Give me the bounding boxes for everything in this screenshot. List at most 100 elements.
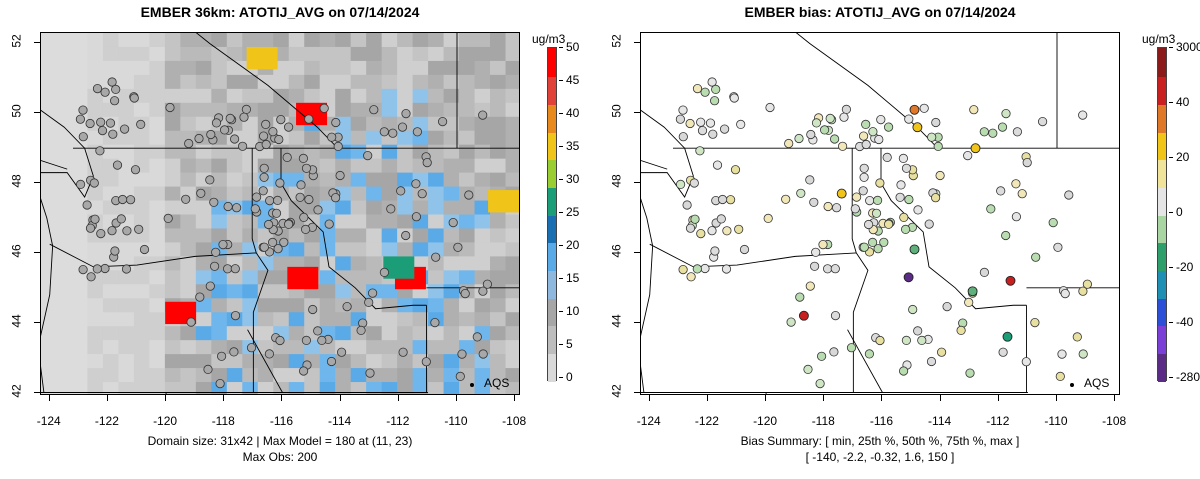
heatmap-cell [71, 242, 88, 257]
heatmap-cell [195, 46, 212, 62]
heatmap-cell [490, 33, 507, 48]
y-tick-mark [634, 112, 640, 114]
monitor-site [324, 219, 334, 229]
monitor-site [273, 244, 283, 254]
monitor-site [97, 126, 108, 136]
bias-site [736, 119, 746, 130]
heatmap-cell [149, 312, 166, 327]
bias-site-highlight [836, 188, 847, 199]
x-tick-label: -116 [869, 414, 894, 428]
y-tick-label: 44 [609, 314, 624, 328]
left-aqs-legend: AQS [484, 376, 510, 390]
heatmap-cell [242, 214, 259, 229]
heatmap-cell [273, 284, 290, 299]
heatmap-cell [41, 144, 57, 160]
bias-site [811, 247, 821, 257]
heatmap-cell [505, 214, 519, 229]
bias-site [936, 347, 947, 357]
monitor-site [250, 204, 260, 214]
heatmap-cell [71, 368, 88, 383]
heatmap-cell [133, 200, 150, 215]
monitor-site [327, 132, 337, 142]
bias-site [809, 197, 819, 207]
bias-site [904, 194, 914, 205]
monitor-site [116, 214, 126, 224]
heatmap-cell [288, 242, 305, 257]
heatmap-cell [195, 88, 212, 104]
heatmap-cell [149, 340, 166, 355]
heatmap-cell [366, 340, 383, 355]
colorbar-segment [548, 158, 556, 188]
bias-site [1001, 230, 1011, 241]
colorbar-segment [548, 131, 556, 161]
colorbar-segment [1158, 214, 1166, 244]
bias-site [678, 105, 688, 115]
colorbar-tick [1169, 322, 1173, 323]
x-tick-mark [48, 395, 50, 401]
heatmap-cell [41, 228, 57, 243]
colorbar-segment [548, 352, 556, 382]
heatmap-cell [41, 298, 57, 313]
heatmap-cell [474, 312, 491, 327]
heatmap-cell [71, 354, 88, 369]
bias-site-highlight [909, 104, 920, 115]
monitor-site [210, 261, 220, 271]
monitor-site [379, 267, 389, 277]
heatmap-cell [443, 284, 460, 299]
monitor-site [411, 212, 421, 222]
heatmap-cell [474, 130, 491, 146]
bias-site-highlight [967, 286, 978, 297]
heatmap-cell [273, 270, 290, 285]
x-tick-label: -112 [386, 414, 410, 428]
monitor-site [336, 347, 347, 357]
heatmap-cell [164, 200, 181, 215]
heatmap-cell [335, 256, 352, 271]
heatmap-cell [381, 312, 398, 327]
monitor-site [126, 195, 136, 205]
heatmap-cell [273, 74, 290, 90]
heatmap-cell [474, 200, 491, 215]
heatmap-cell [474, 46, 491, 62]
heatmap-cell [459, 46, 476, 62]
bias-site [875, 335, 885, 346]
heatmap-cell [242, 382, 259, 394]
heatmap-cell [273, 368, 290, 383]
heatmap-cell [149, 130, 166, 146]
bias-site [979, 267, 989, 277]
heatmap-cell [226, 158, 243, 174]
colorbar-label: -40 [1176, 315, 1194, 329]
heatmap-cell [180, 74, 197, 90]
monitor-site [279, 237, 289, 247]
heatmap-cell [180, 228, 197, 243]
heatmap-cell [41, 382, 57, 394]
heatmap-cell [443, 368, 460, 383]
heatmap-cell [288, 228, 305, 243]
heatmap-cell [87, 326, 104, 341]
heatmap-cell [71, 228, 88, 243]
monitor-site [268, 237, 278, 247]
heatmap-cell [459, 214, 476, 229]
heatmap-cell [164, 33, 181, 48]
heatmap-cell [257, 74, 274, 90]
heatmap-cell [149, 102, 166, 118]
bias-site [895, 192, 905, 202]
heatmap-cell [211, 368, 228, 383]
heatmap-cell [133, 46, 150, 62]
heatmap-cell [505, 242, 519, 257]
heatmap-cell [428, 172, 445, 188]
heatmap-cell [118, 172, 135, 188]
heatmap-cell [211, 60, 228, 76]
heatmap-cell [56, 172, 73, 188]
monitor-site [284, 122, 294, 132]
monitor-site [86, 272, 96, 282]
monitor-site [271, 208, 282, 218]
colorbar-tick [559, 146, 563, 147]
heatmap-cell [412, 46, 429, 62]
heatmap-cell [459, 116, 476, 132]
monitor-site [78, 105, 88, 115]
heatmap-cell [350, 102, 367, 118]
heatmap-cell [273, 312, 290, 327]
heatmap-cell [242, 256, 259, 271]
heatmap-cell [102, 46, 119, 62]
heatmap-cell [87, 46, 104, 62]
